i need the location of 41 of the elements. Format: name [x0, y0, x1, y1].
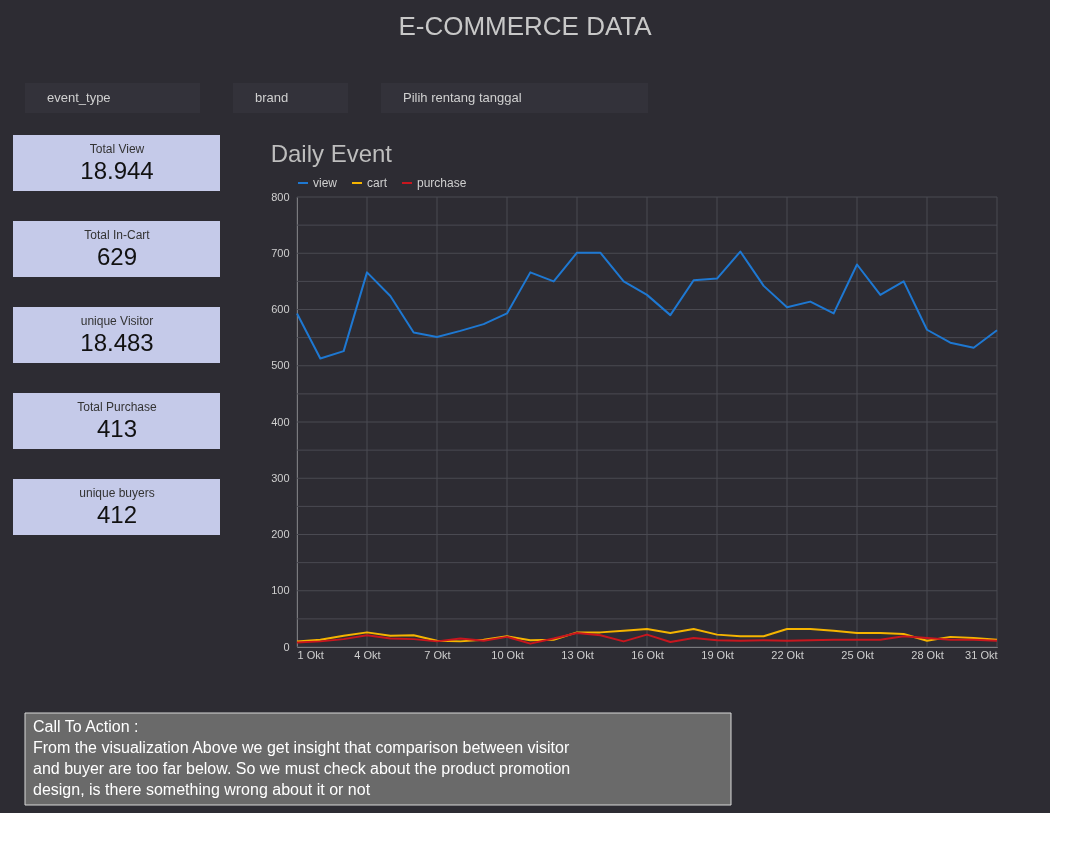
text: Total In-Cart	[84, 228, 151, 242]
x-tick-label: 25 Okt	[841, 648, 874, 661]
x-tick-label: 28 Okt	[911, 648, 944, 661]
legend-label: purchase	[417, 176, 467, 190]
legend-label: view	[313, 176, 338, 190]
text: Call To Action :	[33, 718, 139, 735]
text: brand	[255, 90, 289, 105]
x-tick-label: 4 Okt	[354, 648, 381, 661]
y-tick-label: 200	[271, 528, 290, 540]
y-tick-label: 600	[271, 303, 290, 315]
y-tick-label: 300	[271, 471, 290, 484]
y-tick-label: 700	[271, 246, 290, 259]
text: E-COMMERCE DATA	[398, 11, 653, 41]
y-tick-label: 400	[271, 415, 290, 428]
text: event_type	[47, 90, 111, 105]
y-tick-label: 500	[271, 359, 290, 372]
text: 629	[96, 243, 138, 270]
x-tick-label: 13 Okt	[561, 648, 594, 661]
text: Pilih rentang tanggal	[403, 90, 522, 105]
y-tick-label: 800	[271, 190, 290, 203]
x-tick-label: 10 Okt	[491, 648, 524, 661]
x-tick-label: 16 Okt	[631, 648, 664, 661]
y-tick-label: 100	[271, 584, 290, 597]
x-tick-label: 1 Okt	[297, 648, 324, 661]
text: From the visualization Above we get insight that comparison between visitor and buyer are too far below. So we must check about the product promotion design, is there something wrong about it or not	[33, 739, 571, 798]
legend-label: cart	[367, 176, 388, 190]
x-tick-label: 31 Okt	[965, 648, 998, 661]
text: 18.944	[80, 157, 154, 184]
text: unique buyers	[79, 486, 155, 500]
text: Total View	[89, 142, 145, 156]
text: 412	[96, 501, 138, 528]
x-tick-label: 7 Okt	[424, 648, 451, 661]
x-tick-label: 22 Okt	[771, 648, 804, 661]
y-tick-label: 0	[283, 640, 290, 653]
x-tick-label: 19 Okt	[701, 648, 734, 661]
text: 18.483	[80, 329, 154, 356]
text: Total Purchase	[77, 400, 158, 414]
chart-title: Daily Event	[270, 140, 393, 167]
text: 413	[96, 415, 138, 442]
text: unique Visitor	[80, 314, 154, 328]
line-series	[296, 250, 998, 360]
